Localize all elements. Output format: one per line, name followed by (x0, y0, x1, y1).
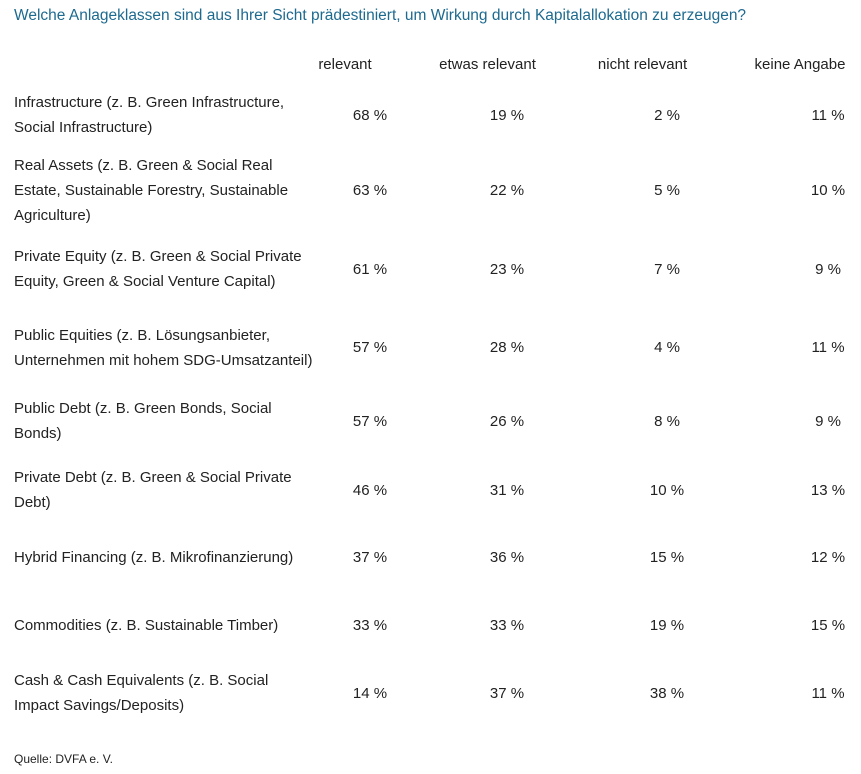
cell-value: 4 % (654, 339, 680, 356)
column-header-etwas-relevant: etwas relevant (439, 56, 536, 73)
cell-value: 23 % (489, 260, 525, 278)
cell-value: 36 % (489, 549, 525, 566)
table-row: Cash & Cash Equivalents (z. B. Social Im… (0, 659, 861, 727)
cell-value: 5 % (654, 182, 680, 199)
row-label: Private Debt (z. B. Green & Social Priva… (14, 469, 292, 511)
cell-value: 61 % (352, 260, 388, 278)
cell-value: 11 % (811, 339, 845, 356)
column-header-keine-angabe: keine Angabe (754, 56, 846, 73)
cell-value: 38 % (649, 684, 685, 702)
cell-value: 26 % (489, 412, 525, 430)
cell-value: 10 % (649, 481, 685, 499)
table-row: Hybrid Financing (z. B. Mikrofinanzierun… (0, 524, 861, 591)
cell-value: 57 % (352, 339, 388, 356)
cell-value: 57 % (352, 412, 388, 430)
cell-value: 7 % (654, 260, 680, 278)
table-row: Private Debt (z. B. Green & Social Priva… (0, 456, 861, 524)
row-label: Infrastructure (z. B. Green Infrastructu… (14, 94, 285, 136)
table-title: Welche Anlageklassen sind aus Ihrer Sich… (14, 7, 747, 24)
table-row: Real Assets (z. B. Green & Social Real E… (0, 152, 861, 229)
cell-value: 28 % (489, 339, 525, 356)
cell-value: 15 % (649, 549, 685, 566)
cell-value: 11 % (811, 106, 845, 124)
cell-value: 2 % (654, 106, 680, 124)
table-row: Private Equity (z. B. Green & Social Pri… (0, 229, 861, 309)
column-header-relevant: relevant (318, 56, 372, 73)
cell-value: 37 % (352, 549, 388, 566)
cell-value: 46 % (352, 481, 388, 499)
cell-value: 15 % (810, 616, 846, 634)
cell-value: 33 % (489, 616, 525, 634)
table-body: Infrastructure (z. B. Green Infrastructu… (0, 78, 861, 727)
row-label: Public Debt (z. B. Green Bonds, Social B… (14, 400, 272, 442)
cell-value: 12 % (810, 549, 846, 566)
cell-value: 10 % (810, 182, 846, 199)
cell-value: 33 % (352, 616, 388, 634)
table-row: Infrastructure (z. B. Green Infrastructu… (0, 78, 861, 152)
cell-value: 22 % (489, 182, 525, 199)
row-label: Real Assets (z. B. Green & Social Real E… (14, 157, 289, 224)
cell-value: 31 % (489, 481, 525, 499)
row-label: Private Equity (z. B. Green & Social Pri… (14, 248, 302, 290)
cell-value: 9 % (815, 412, 841, 430)
cell-value: 9 % (815, 260, 841, 278)
cell-value: 11 % (811, 684, 845, 702)
cell-value: 19 % (649, 616, 685, 634)
cell-value: 63 % (352, 182, 388, 199)
cell-value: 13 % (810, 481, 846, 499)
cell-value: 19 % (489, 106, 525, 124)
cell-value: 8 % (654, 412, 680, 430)
cell-value: 14 % (352, 684, 388, 702)
cell-value: 68 % (352, 106, 388, 124)
row-label: Cash & Cash Equivalents (z. B. Social Im… (14, 672, 269, 714)
row-label: Hybrid Financing (z. B. Mikrofinanzierun… (14, 549, 294, 566)
table-row: Commodities (z. B. Sustainable Timber) 33… (0, 591, 861, 659)
column-header-nicht-relevant: nicht relevant (597, 56, 688, 73)
table-row: Public Debt (z. B. Green Bonds, Social B… (0, 386, 861, 456)
table-row: Public Equities (z. B. Lösungsanbieter, … (0, 309, 861, 386)
row-label: Commodities (z. B. Sustainable Timber) (14, 616, 279, 634)
cell-value: 37 % (489, 684, 525, 702)
row-label: Public Equities (z. B. Lösungsanbieter, … (14, 326, 313, 369)
source-note: Quelle: DVFA e. V. (14, 752, 113, 766)
